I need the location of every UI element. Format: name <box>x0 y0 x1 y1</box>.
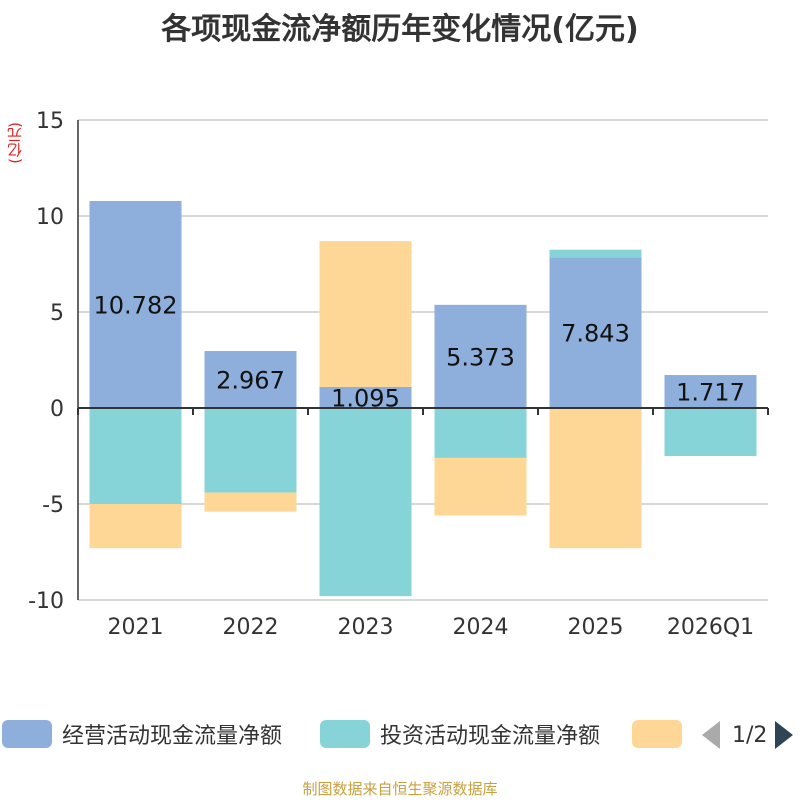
legend-next-page-icon[interactable] <box>775 721 794 749</box>
y-tick-label: 15 <box>36 109 64 134</box>
bar-2023-series-2 <box>319 241 412 387</box>
legend-swatch-operating <box>2 720 52 748</box>
x-tick-label-2022: 2022 <box>223 615 279 640</box>
legend-prev-page-icon[interactable] <box>702 721 720 749</box>
x-tick-label-2026Q1: 2026Q1 <box>667 615 754 640</box>
legend-item-investing[interactable]: 投资活动现金流量净额 <box>320 716 600 752</box>
y-tick-label: -10 <box>28 589 64 614</box>
legend-pager: 1/2 <box>702 720 794 750</box>
x-tick-label-2021: 2021 <box>108 615 164 640</box>
y-tick-label: 10 <box>36 205 64 230</box>
x-tick-label-2025: 2025 <box>568 615 624 640</box>
axes: -10 -5 0 5 10 15 2021 2022 2023 2024 2025 2026Q1 <box>28 109 769 640</box>
data-label-2026Q1: 1.717 <box>676 379 745 407</box>
legend-label-investing: 投资活动现金流量净额 <box>380 724 601 749</box>
grid-lines <box>78 119 768 601</box>
legend-item-operating[interactable]: 经营活动现金流量净额 <box>2 716 282 752</box>
bar-2026Q1-series-0 <box>664 375 757 408</box>
bar-2023-series-0 <box>319 386 412 408</box>
y-tick-label: 5 <box>50 301 64 326</box>
bar-2025-series-0 <box>549 257 642 408</box>
bar-2024-series-1 <box>434 408 527 458</box>
y-tick-label: -5 <box>42 493 64 518</box>
bar-2023-series-1 <box>319 408 412 597</box>
bar-2022-series-0 <box>204 351 297 408</box>
y-tick-label: 0 <box>50 397 64 422</box>
legend: 经营活动现金流量净额 投资活动现金流量净额 1/2 <box>0 716 800 756</box>
legend-page-indicator: 1/2 <box>732 722 768 748</box>
bar-2024-series-2 <box>434 457 527 516</box>
legend-swatch-investing <box>320 720 370 748</box>
data-label-2024: 5.373 <box>446 343 515 371</box>
data-label-2025: 7.843 <box>561 320 630 348</box>
chart-title: 各项现金流净额历年变化情况(亿元) <box>161 12 639 47</box>
data-source-note: 制图数据来自恒生聚源数据库 <box>302 780 498 798</box>
bar-2021-series-1 <box>89 408 182 504</box>
bar-2021-series-2 <box>89 504 182 549</box>
legend-swatch-financing <box>632 720 682 748</box>
bar-2022-series-2 <box>204 492 297 512</box>
bar-2026Q1-series-1 <box>664 408 757 456</box>
bar-2021-series-0 <box>89 200 182 408</box>
bar-2025-series-2 <box>549 408 642 549</box>
legend-item-financing[interactable] <box>632 716 692 752</box>
x-tick-label-2024: 2024 <box>453 615 509 640</box>
bar-2025-series-1 <box>549 249 642 258</box>
bar-2022-series-1 <box>204 408 297 493</box>
bar-group <box>89 200 757 597</box>
data-label-2022: 2.967 <box>216 367 285 395</box>
data-label-2021: 10.782 <box>94 291 178 319</box>
legend-label-operating: 经营活动现金流量净额 <box>62 724 283 749</box>
x-tick-label-2023: 2023 <box>338 615 394 640</box>
bar-2024-series-0 <box>434 304 527 408</box>
